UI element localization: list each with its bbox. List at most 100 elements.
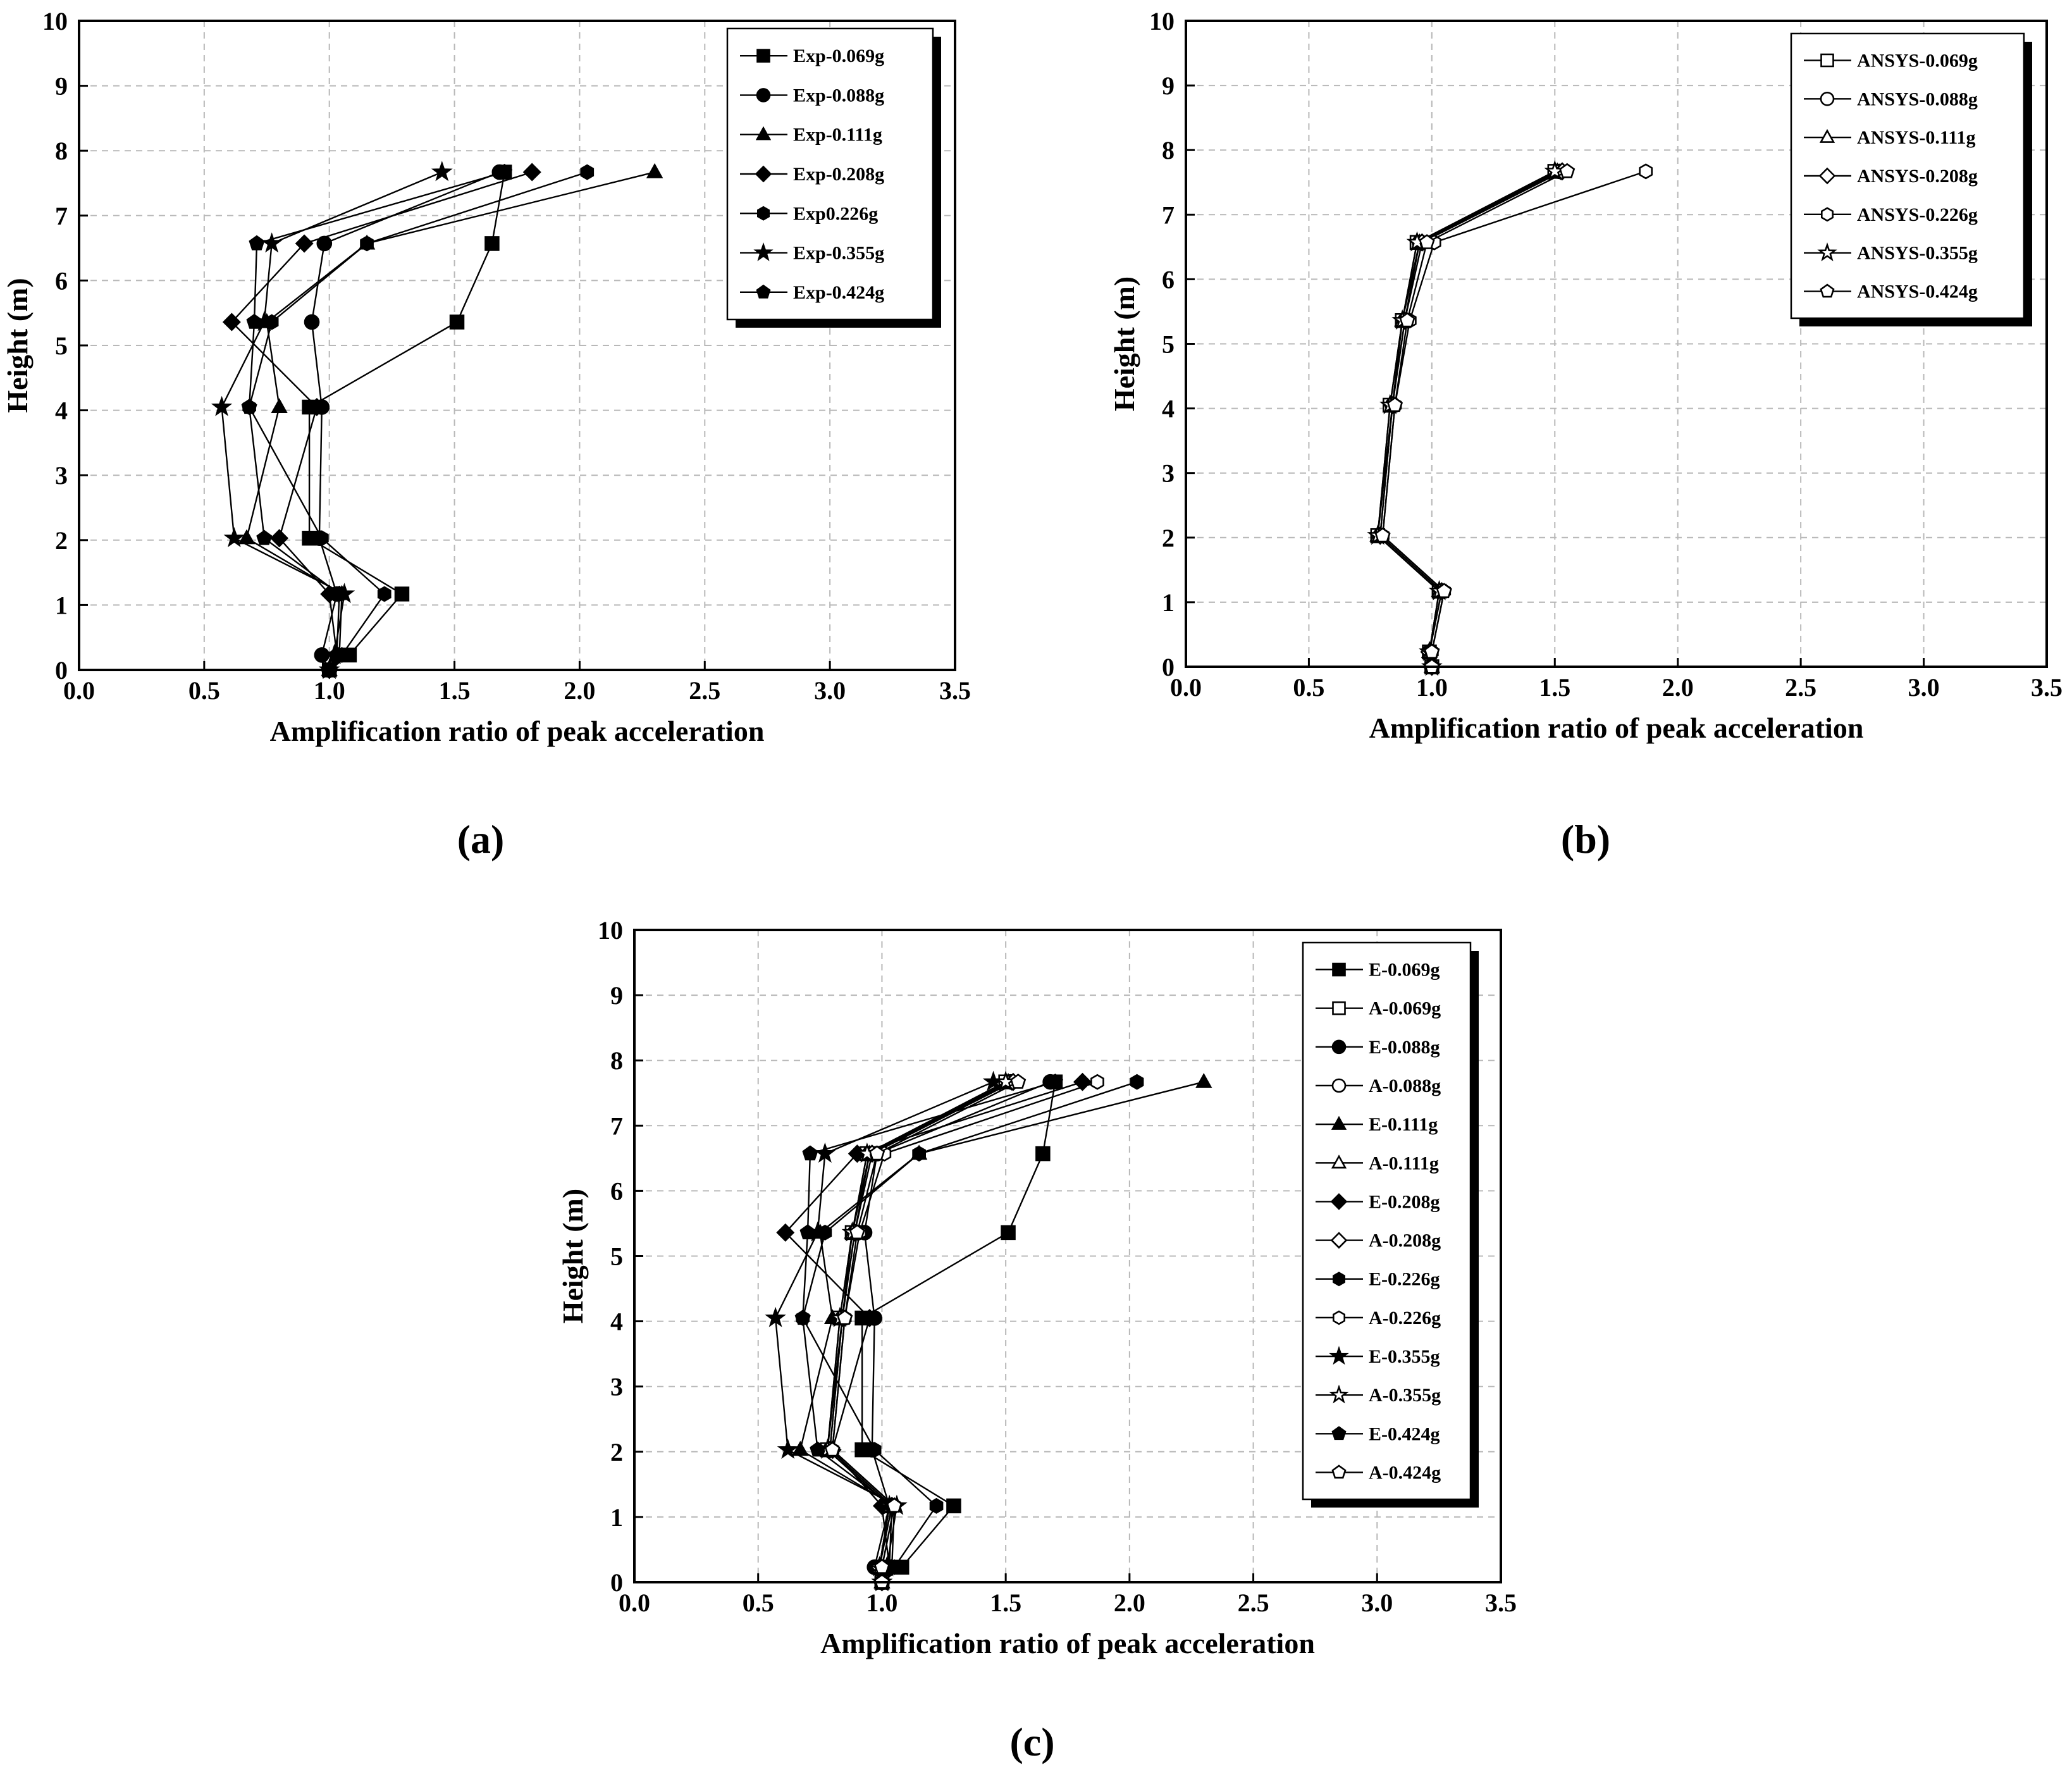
data-point	[270, 529, 289, 548]
data-point	[1010, 1074, 1027, 1089]
legend-label: A-0.208g	[1369, 1230, 1441, 1251]
data-point	[580, 164, 595, 180]
data-point	[1436, 583, 1452, 598]
y-tick-label: 3	[610, 1373, 623, 1401]
data-point	[777, 1439, 799, 1459]
y-axis-title: Height (m)	[1108, 276, 1140, 411]
y-tick-label: 6	[1162, 265, 1175, 294]
y-tick-label: 1	[610, 1503, 623, 1532]
legend-label: ANSYS-0.424g	[1857, 282, 1978, 302]
legend-marker	[1330, 1232, 1348, 1249]
data-point	[1035, 1146, 1051, 1161]
data-point	[249, 235, 265, 251]
x-tick-label: 1.5	[1539, 673, 1570, 702]
data-point	[794, 1310, 811, 1325]
data-point	[449, 314, 465, 330]
legend-marker	[756, 284, 771, 299]
data-point	[765, 1306, 787, 1327]
legend-label: ANSYS-0.088g	[1857, 89, 1978, 109]
legend-marker	[755, 126, 772, 140]
x-tick-label: 3.5	[1485, 1589, 1517, 1617]
data-point	[211, 395, 233, 416]
x-tick-label: 2.5	[689, 676, 720, 705]
data-point	[256, 530, 273, 545]
y-tick-label: 7	[1162, 201, 1175, 229]
y-tick-label: 9	[55, 72, 68, 101]
legend-label: Exp0.226g	[793, 203, 878, 224]
legend-label: A-0.226g	[1369, 1308, 1441, 1329]
data-point	[431, 161, 453, 182]
y-tick-label: 9	[610, 981, 623, 1010]
data-point	[1130, 1074, 1144, 1090]
data-point	[223, 527, 245, 548]
x-tick-label: 3.5	[939, 676, 971, 705]
legend-label: A-0.355g	[1369, 1385, 1441, 1406]
series-line	[831, 1081, 1019, 1582]
data-point	[802, 1145, 818, 1161]
legend-marker	[756, 88, 771, 102]
x-tick-label: 1.0	[314, 676, 345, 705]
y-tick-label: 0	[1162, 653, 1175, 681]
legend-label: Exp-0.088g	[793, 85, 884, 106]
legend-label: E-0.226g	[1369, 1269, 1440, 1290]
x-tick-label: 2.0	[1662, 673, 1694, 702]
x-tick-label: 0.5	[743, 1589, 774, 1617]
data-point	[1090, 1074, 1104, 1090]
legend-marker	[1820, 53, 1834, 68]
x-tick-label: 2.0	[564, 676, 595, 705]
data-point	[331, 585, 348, 601]
legend-marker	[1819, 128, 1835, 143]
legend-label: ANSYS-0.226g	[1857, 204, 1978, 225]
data-point	[329, 647, 345, 662]
y-tick-label: 8	[1162, 136, 1175, 164]
x-axis-title: Amplification ratio of peak acceleration	[820, 1627, 1315, 1659]
series-line	[863, 1081, 1051, 1583]
legend-label: Exp-0.208g	[793, 164, 884, 185]
legend-marker	[1820, 283, 1835, 298]
legend-marker	[1333, 1272, 1345, 1287]
y-tick-label: 6	[610, 1177, 623, 1205]
data-point	[1419, 234, 1435, 249]
y-tick-label: 6	[55, 266, 68, 295]
y-tick-label: 4	[55, 397, 68, 425]
data-point	[377, 586, 392, 602]
plot-border	[78, 20, 956, 671]
legend-label: Exp-0.069g	[793, 46, 884, 66]
x-tick-label: 0.5	[188, 676, 220, 705]
legend-marker	[753, 242, 774, 261]
data-point	[496, 163, 513, 179]
y-tick-label: 0	[610, 1568, 623, 1597]
x-tick-label: 1.5	[439, 676, 471, 705]
x-tick-label: 3.0	[814, 676, 846, 705]
legend-label: A-0.069g	[1369, 998, 1441, 1019]
data-point	[886, 1497, 903, 1513]
plot-border	[1185, 20, 2048, 668]
data-point	[792, 1440, 809, 1456]
series-line	[311, 171, 500, 671]
data-point	[776, 1223, 795, 1242]
legend: Exp-0.069g Exp-0.088g Exp-0.111g Exp-0.208g…	[726, 27, 941, 328]
legend-label: E-0.355g	[1369, 1346, 1440, 1367]
series-line	[308, 171, 505, 671]
x-tick-label: 0.0	[1170, 673, 1202, 702]
data-point	[360, 235, 374, 252]
legend-marker	[1331, 1078, 1347, 1093]
series-line	[221, 171, 443, 671]
data-point	[1047, 1074, 1063, 1089]
x-axis-title: Amplification ratio of peak acceleration	[1369, 712, 1864, 744]
legend-label: E-0.069g	[1369, 960, 1440, 981]
plot-border	[633, 929, 1502, 1583]
data-point	[867, 1442, 882, 1458]
y-tick-label: 5	[610, 1242, 623, 1271]
legend-marker	[755, 165, 772, 183]
y-tick-label: 1	[1162, 588, 1175, 617]
legend-box	[1302, 941, 1472, 1501]
y-tick-label: 8	[610, 1046, 623, 1075]
y-tick-label: 2	[1162, 524, 1175, 552]
y-tick-label: 5	[55, 331, 68, 360]
legend-label: A-0.424g	[1369, 1462, 1441, 1483]
data-point	[837, 1310, 853, 1325]
y-tick-label: 0	[55, 656, 68, 684]
